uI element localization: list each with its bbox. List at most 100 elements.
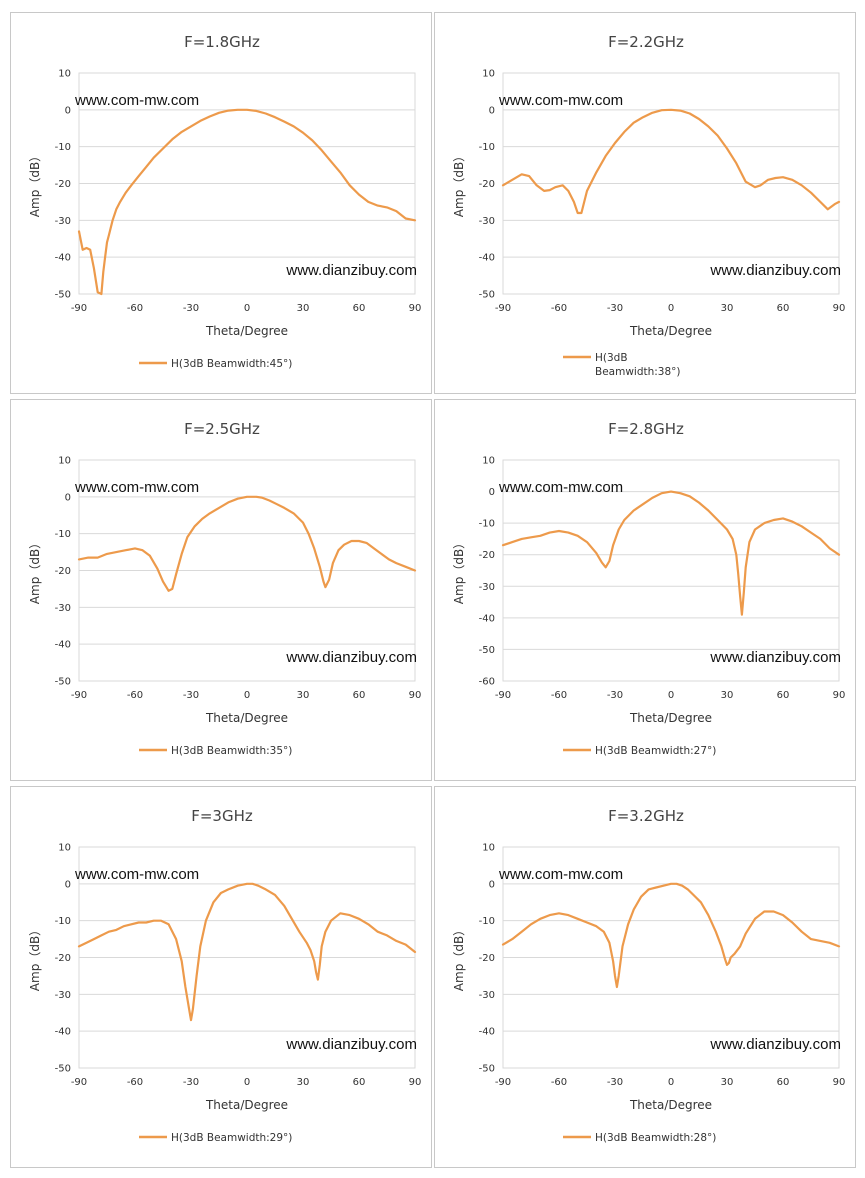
chart-panel: F=2.5GHz 10 0 -10 -20 -30 -40 -50 -90 -60 -30 0 30 60… — [10, 399, 432, 781]
x-tick-label: 0 — [244, 303, 250, 314]
chart-title: F=3.2GHz — [608, 807, 684, 825]
x-tick-label: 30 — [297, 303, 310, 314]
watermark-bottom: www.dianzibuy.com — [285, 649, 417, 666]
chart-svg: F=3.2GHz 10 0 -10 -20 -30 -40 -50-90 -60 -30 0 30 60… — [452, 807, 846, 1144]
watermark-top: www.com-mw.com — [498, 479, 623, 496]
x-tick-label: 60 — [353, 1077, 366, 1088]
x-tick-label: -30 — [607, 303, 623, 314]
x-tick-label: 30 — [721, 690, 734, 701]
y-tick-label: -20 — [479, 953, 495, 964]
y-axis-label: Amp（dB） — [28, 150, 42, 217]
chart-panel: F=2.2GHz 10 0 -10 -20 -30 -40 -50 -90 -60 -30 0 30 60… — [434, 12, 856, 394]
chart-svg: F=3GHz 10 0 -10 -20 -30 -40 -50-90 -60 -30 0 30 60 90… — [28, 807, 421, 1144]
y-tick-label: 0 — [65, 492, 71, 503]
legend-label: H(3dB Beamwidth:27°) — [595, 745, 716, 757]
x-axis-label: Theta/Degree — [205, 324, 288, 338]
y-tick-label: 10 — [482, 69, 495, 80]
x-tick-label: 30 — [297, 1077, 310, 1088]
x-tick-label: 90 — [409, 303, 422, 314]
y-axis-label: Amp（dB） — [28, 537, 42, 604]
x-axis-label: Theta/Degree — [205, 711, 288, 725]
x-tick-label: 90 — [833, 690, 846, 701]
chart-panel: F=1.8GHz 10 0 -10 -20 -30 -40 -50 -90 -60 -30 0 30 60… — [10, 12, 432, 394]
y-tick-label: -30 — [55, 216, 71, 227]
watermark-top: www.com-mw.com — [74, 479, 199, 496]
x-axis-label: Theta/Degree — [629, 1098, 712, 1112]
y-tick-label: -50 — [55, 290, 71, 301]
x-tick-label: 0 — [244, 690, 250, 701]
y-tick-label: -30 — [479, 990, 495, 1001]
y-tick-label: -30 — [55, 603, 71, 614]
y-tick-label: -20 — [55, 179, 71, 190]
y-tick-label: -50 — [479, 1064, 495, 1075]
y-tick-label: -10 — [55, 916, 71, 927]
y-tick-label: -30 — [55, 990, 71, 1001]
watermark-top: www.com-mw.com — [74, 866, 199, 883]
x-axis-label: Theta/Degree — [629, 711, 712, 725]
legend-label: H(3dB Beamwidth:28°) — [595, 1132, 716, 1144]
legend-label: H(3dB Beamwidth:45°) — [171, 358, 292, 370]
y-tick-label: 10 — [58, 69, 71, 80]
x-tick-label: -90 — [495, 303, 511, 314]
x-tick-label: 0 — [244, 1077, 250, 1088]
watermark-top: www.com-mw.com — [498, 92, 623, 109]
x-tick-label: 30 — [297, 690, 310, 701]
watermark-bottom: www.dianzibuy.com — [709, 1036, 841, 1053]
x-tick-label: 90 — [409, 690, 422, 701]
y-tick-label: 10 — [482, 456, 495, 467]
y-tick-label: 10 — [58, 843, 71, 854]
y-tick-label: -40 — [479, 253, 495, 264]
y-tick-label: -20 — [55, 953, 71, 964]
y-tick-label: -50 — [55, 677, 71, 688]
series-line — [77, 882, 417, 1022]
series-line — [77, 108, 417, 296]
y-tick-label: 10 — [58, 456, 71, 467]
x-tick-label: -90 — [71, 690, 87, 701]
y-tick-label: -40 — [55, 640, 71, 651]
y-tick-label: -50 — [479, 645, 495, 656]
x-axis-label: Theta/Degree — [629, 324, 712, 338]
y-tick-label: -40 — [55, 1027, 71, 1038]
x-tick-label: -30 — [607, 1077, 623, 1088]
x-tick-label: 60 — [353, 690, 366, 701]
y-axis-label: Amp（dB） — [452, 924, 466, 991]
y-tick-label: -30 — [479, 582, 495, 593]
x-tick-label: 60 — [777, 303, 790, 314]
y-tick-label: -20 — [479, 179, 495, 190]
x-tick-label: -60 — [551, 1077, 567, 1088]
chart-panel: F=3GHz 10 0 -10 -20 -30 -40 -50 -90 -60 -30 0 30 60 90… — [10, 786, 432, 1168]
x-tick-label: 60 — [353, 303, 366, 314]
x-tick-label: -90 — [495, 1077, 511, 1088]
watermark-bottom: www.dianzibuy.com — [285, 262, 417, 279]
chart-title: F=2.8GHz — [608, 420, 684, 438]
legend-label: H(3dB — [595, 352, 628, 364]
y-tick-label: -10 — [479, 519, 495, 530]
y-axis-label: Amp（dB） — [452, 537, 466, 604]
x-tick-label: -90 — [495, 690, 511, 701]
x-tick-label: 0 — [668, 303, 674, 314]
y-tick-label: 0 — [489, 105, 495, 116]
x-tick-label: 90 — [833, 1077, 846, 1088]
legend-label: H(3dB Beamwidth:35°) — [171, 745, 292, 757]
series-line — [77, 495, 417, 592]
y-tick-label: -60 — [479, 677, 495, 688]
watermark-top: www.com-mw.com — [74, 92, 199, 109]
y-tick-label: -40 — [479, 613, 495, 624]
y-tick-label: -50 — [55, 1064, 71, 1075]
x-tick-label: 90 — [833, 303, 846, 314]
x-tick-label: 30 — [721, 1077, 734, 1088]
x-tick-label: -30 — [183, 690, 199, 701]
y-tick-label: -30 — [479, 216, 495, 227]
y-tick-label: -20 — [55, 566, 71, 577]
watermark-bottom: www.dianzibuy.com — [709, 262, 841, 279]
y-tick-label: 0 — [65, 105, 71, 116]
x-tick-label: 30 — [721, 303, 734, 314]
y-tick-label: -10 — [479, 142, 495, 153]
y-tick-label: -20 — [479, 550, 495, 561]
x-tick-label: -30 — [183, 1077, 199, 1088]
y-tick-label: 0 — [65, 879, 71, 890]
chart-title: F=3GHz — [191, 807, 253, 825]
watermark-bottom: www.dianzibuy.com — [709, 649, 841, 666]
